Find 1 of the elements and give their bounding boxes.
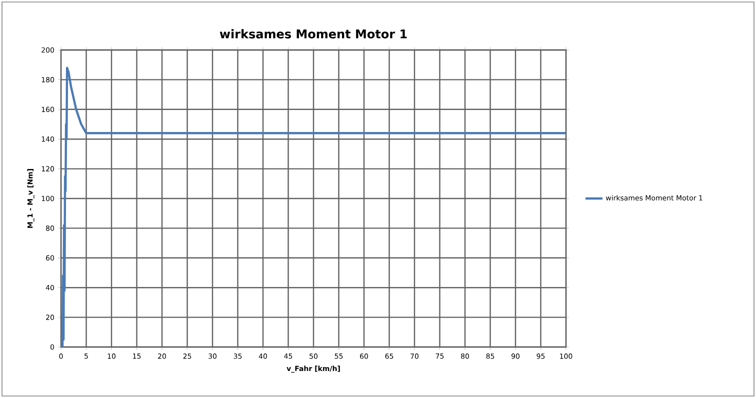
chart-title: wirksames Moment Motor 1	[220, 29, 407, 38]
